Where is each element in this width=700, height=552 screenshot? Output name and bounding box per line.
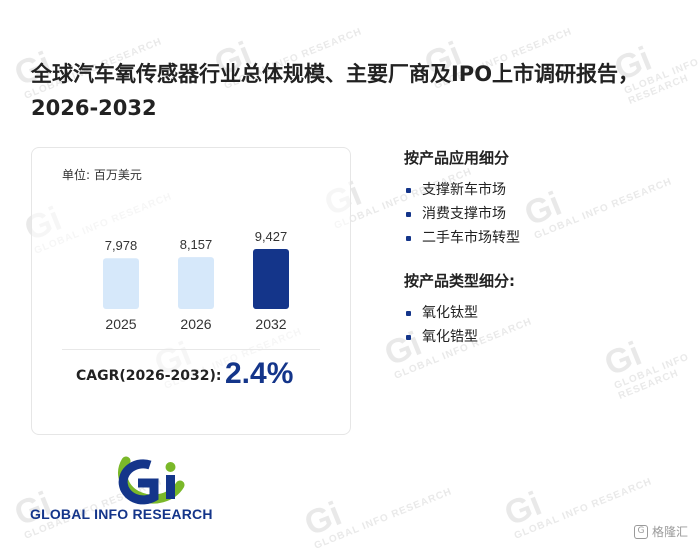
segment-type-list: 氧化钛型 氧化锆型 bbox=[404, 301, 515, 349]
bar-2025 bbox=[103, 258, 139, 309]
list-item: 氧化锆型 bbox=[404, 325, 515, 349]
logo-text: GLOBAL INFO RESEARCH bbox=[30, 506, 213, 522]
x-tick-label: 2032 bbox=[255, 316, 286, 332]
chart-card bbox=[31, 147, 351, 435]
page-title: 全球汽车氧传感器行业总体规模、主要厂商及IPO上市调研报告，2026-2032 bbox=[31, 62, 640, 120]
segment-type-heading: 按产品类型细分: bbox=[404, 272, 515, 290]
segment-type: 按产品类型细分: 氧化钛型 氧化锆型 bbox=[404, 270, 515, 349]
cagr-label: CAGR(2026-2032): bbox=[76, 368, 222, 384]
cagr-value: 2.4% bbox=[225, 357, 294, 390]
list-item: 消费支撑市场 bbox=[404, 202, 520, 226]
bullet-icon bbox=[406, 335, 411, 340]
bullet-icon bbox=[406, 188, 411, 193]
list-item: 支撑新车市场 bbox=[404, 178, 520, 202]
segment-application: 按产品应用细分 支撑新车市场 消费支撑市场 二手车市场转型 bbox=[404, 147, 520, 250]
x-tick-label: 2026 bbox=[180, 316, 211, 332]
bullet-icon bbox=[406, 236, 411, 241]
bar-value-label: 7,978 bbox=[105, 238, 138, 253]
brand-icon: G bbox=[633, 524, 648, 539]
bar-2032 bbox=[253, 249, 289, 309]
corner-brand-text: 格隆汇 bbox=[651, 525, 688, 539]
list-item: 二手车市场转型 bbox=[404, 226, 520, 250]
bullet-icon bbox=[406, 311, 411, 316]
bar-value-label: 8,157 bbox=[180, 237, 213, 252]
card-divider bbox=[62, 349, 320, 350]
list-item: 氧化钛型 bbox=[404, 301, 515, 325]
bullet-icon bbox=[406, 212, 411, 217]
bar-value-label: 9,427 bbox=[255, 229, 288, 244]
corner-brand: G 格隆汇 bbox=[633, 523, 688, 540]
bar-2026 bbox=[178, 257, 214, 309]
segment-application-heading: 按产品应用细分 bbox=[404, 149, 510, 167]
gi-logo-icon bbox=[118, 456, 185, 505]
x-tick-label: 2025 bbox=[105, 316, 136, 332]
segment-application-list: 支撑新车市场 消费支撑市场 二手车市场转型 bbox=[404, 178, 520, 250]
chart-unit-label: 单位: 百万美元 bbox=[62, 168, 142, 182]
